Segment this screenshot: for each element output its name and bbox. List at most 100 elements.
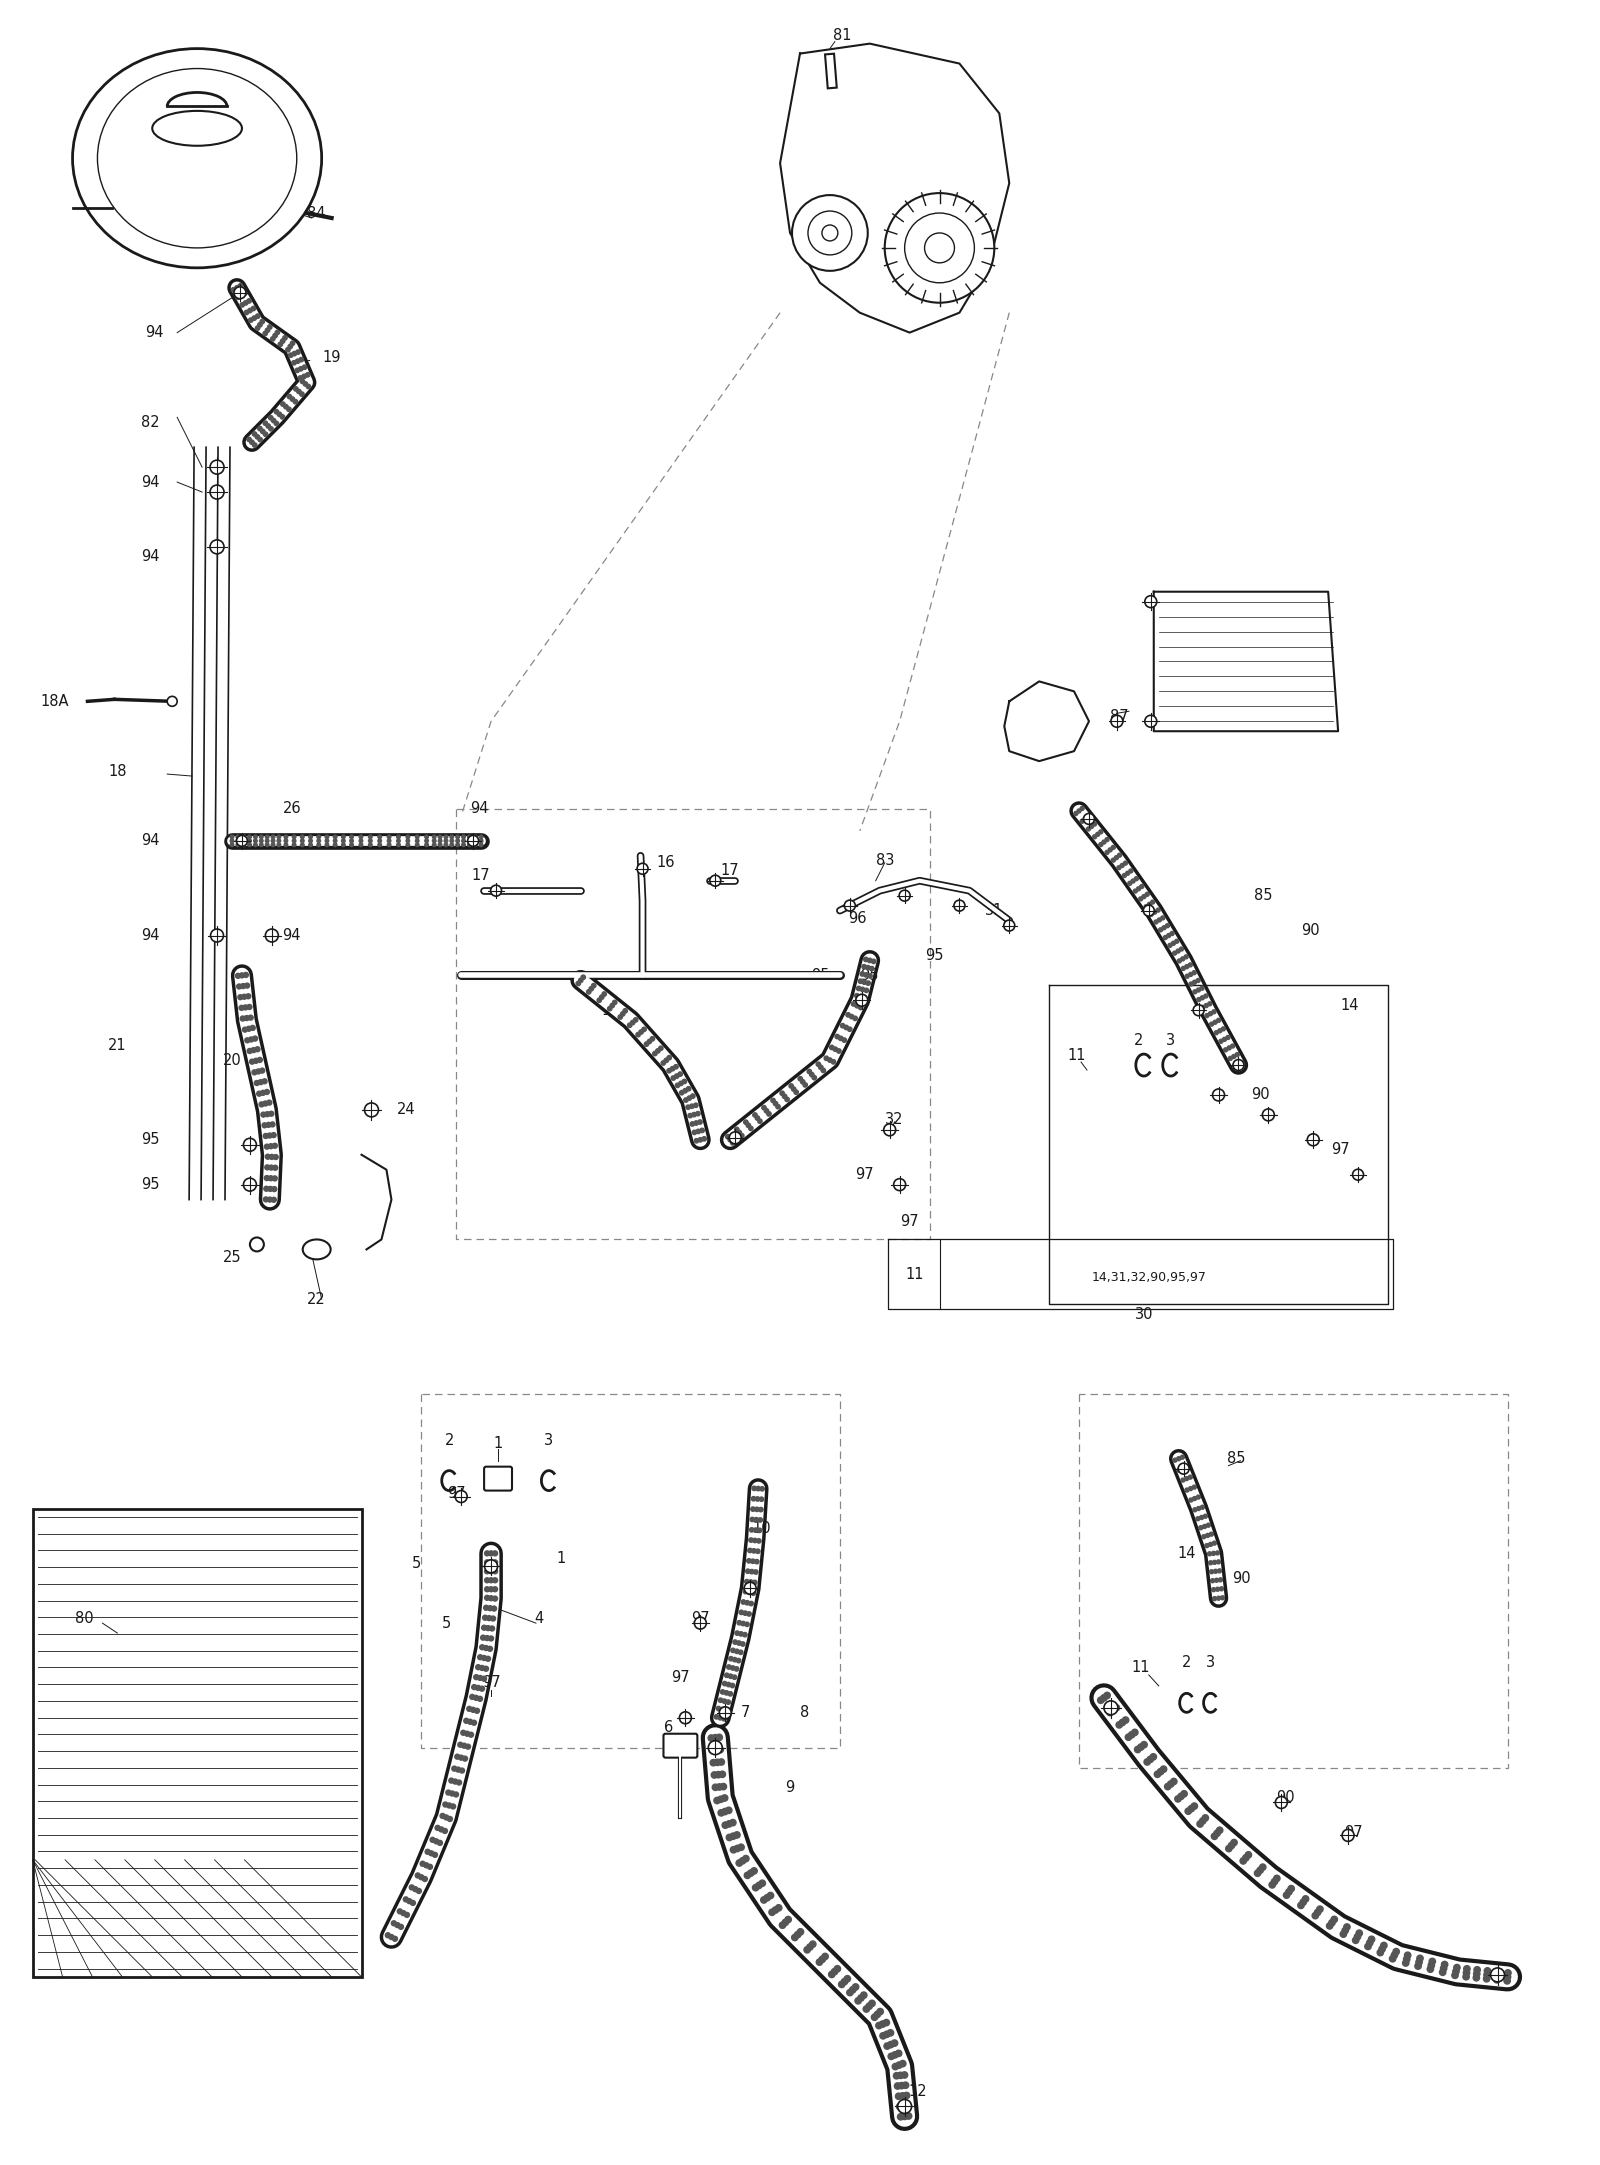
Circle shape xyxy=(488,1606,493,1611)
Circle shape xyxy=(266,1111,270,1117)
Circle shape xyxy=(1286,1888,1293,1894)
Text: 94: 94 xyxy=(146,325,163,340)
Circle shape xyxy=(253,431,256,435)
Circle shape xyxy=(242,836,245,838)
Circle shape xyxy=(1190,1803,1197,1810)
Circle shape xyxy=(1123,1717,1128,1723)
Circle shape xyxy=(475,1684,480,1691)
Circle shape xyxy=(1403,1959,1410,1966)
Circle shape xyxy=(734,1832,741,1838)
Circle shape xyxy=(896,2061,902,2068)
Circle shape xyxy=(267,1186,274,1191)
Text: 97: 97 xyxy=(691,1611,710,1626)
Circle shape xyxy=(485,1635,490,1641)
Circle shape xyxy=(744,1873,750,1879)
Circle shape xyxy=(259,836,262,838)
Circle shape xyxy=(395,1923,400,1927)
Circle shape xyxy=(1192,981,1197,985)
Circle shape xyxy=(1192,1485,1197,1490)
Circle shape xyxy=(1099,842,1102,847)
Circle shape xyxy=(1112,844,1115,849)
Circle shape xyxy=(483,1667,488,1671)
Circle shape xyxy=(1344,1925,1350,1931)
Circle shape xyxy=(1211,1587,1216,1591)
Circle shape xyxy=(293,840,296,842)
Circle shape xyxy=(398,1925,403,1929)
Circle shape xyxy=(488,1550,493,1557)
Circle shape xyxy=(1269,1881,1275,1888)
Circle shape xyxy=(1181,1479,1186,1483)
Circle shape xyxy=(350,836,354,838)
Circle shape xyxy=(474,1695,478,1700)
Circle shape xyxy=(168,697,178,706)
Circle shape xyxy=(1213,1541,1216,1546)
Circle shape xyxy=(835,1035,840,1039)
Circle shape xyxy=(261,1113,266,1117)
Circle shape xyxy=(1208,1011,1213,1015)
Circle shape xyxy=(1203,1524,1206,1528)
Circle shape xyxy=(1342,1829,1354,1842)
Circle shape xyxy=(285,836,288,838)
Text: 8: 8 xyxy=(800,1706,810,1721)
Circle shape xyxy=(1176,948,1181,953)
Circle shape xyxy=(1165,924,1170,927)
Circle shape xyxy=(904,2091,910,2098)
Circle shape xyxy=(258,437,262,442)
Circle shape xyxy=(443,1814,448,1821)
Circle shape xyxy=(722,1795,728,1801)
Circle shape xyxy=(248,1015,253,1020)
Circle shape xyxy=(746,1124,750,1128)
Circle shape xyxy=(272,1176,277,1180)
Circle shape xyxy=(264,1089,269,1095)
Circle shape xyxy=(474,840,477,842)
Circle shape xyxy=(427,1864,432,1868)
Circle shape xyxy=(1389,1955,1395,1961)
Circle shape xyxy=(1474,1974,1480,1981)
Circle shape xyxy=(368,836,373,838)
Circle shape xyxy=(275,331,280,336)
Circle shape xyxy=(350,840,354,842)
Circle shape xyxy=(1494,1972,1501,1979)
Text: 85: 85 xyxy=(1227,1451,1246,1466)
Circle shape xyxy=(464,1732,470,1736)
Text: 7: 7 xyxy=(741,1706,750,1721)
Circle shape xyxy=(309,836,312,838)
Circle shape xyxy=(1226,1845,1232,1851)
Circle shape xyxy=(254,836,258,838)
Circle shape xyxy=(1154,1771,1160,1777)
Circle shape xyxy=(472,1721,477,1726)
Circle shape xyxy=(485,1656,491,1661)
Circle shape xyxy=(760,1487,765,1492)
Circle shape xyxy=(758,1119,762,1124)
Circle shape xyxy=(416,842,419,847)
Circle shape xyxy=(1184,1477,1189,1481)
Circle shape xyxy=(720,1706,731,1719)
Circle shape xyxy=(242,842,245,847)
Circle shape xyxy=(491,885,501,896)
Circle shape xyxy=(581,974,586,979)
Circle shape xyxy=(816,1959,822,1966)
Circle shape xyxy=(686,1104,690,1108)
Circle shape xyxy=(1312,1912,1318,1918)
Circle shape xyxy=(1494,1968,1501,1974)
Circle shape xyxy=(648,1039,651,1044)
Circle shape xyxy=(690,1121,694,1126)
Circle shape xyxy=(1272,1879,1278,1886)
Circle shape xyxy=(696,1111,701,1115)
Circle shape xyxy=(422,1877,427,1881)
Circle shape xyxy=(309,842,312,847)
Text: 97: 97 xyxy=(670,1671,690,1684)
Circle shape xyxy=(718,1697,723,1702)
Circle shape xyxy=(734,1667,739,1671)
Text: 5: 5 xyxy=(442,1615,451,1630)
Text: 11: 11 xyxy=(906,1267,923,1282)
Circle shape xyxy=(800,1080,805,1085)
Circle shape xyxy=(267,1100,272,1104)
Circle shape xyxy=(437,1840,443,1845)
Text: 1: 1 xyxy=(493,1435,502,1451)
Circle shape xyxy=(856,987,861,992)
Circle shape xyxy=(456,1767,461,1773)
Circle shape xyxy=(728,1137,733,1141)
Circle shape xyxy=(456,842,459,847)
Circle shape xyxy=(755,1507,758,1511)
